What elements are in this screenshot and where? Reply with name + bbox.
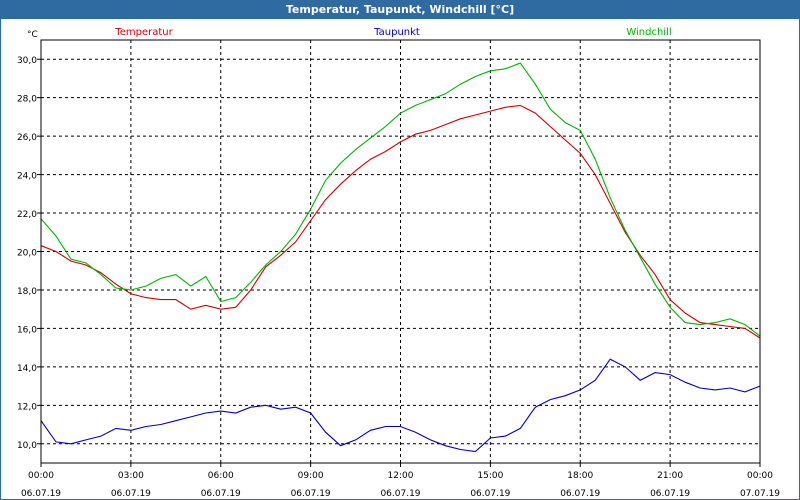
y-tick-label: 22,0 <box>17 210 37 220</box>
y-tick-label: 20,0 <box>17 249 37 259</box>
y-tick-label: 24,0 <box>17 172 37 182</box>
x-tick-time: 12:00 <box>388 471 414 481</box>
y-tick-label: 26,0 <box>17 133 37 143</box>
y-tick-label: 30,0 <box>17 56 37 66</box>
y-tick-label: 16,0 <box>17 325 37 335</box>
series-line-temperatur <box>40 104 761 339</box>
x-tick-time: 00:00 <box>28 471 54 481</box>
x-tick-date: 06.07.19 <box>291 489 331 499</box>
axis-layer: 30,0 28,0 26,0 24,0 22,0 20,0 18,0 16,0 14,0 12,0… <box>17 30 780 499</box>
y-tick-label: 14,0 <box>17 364 37 374</box>
x-tick-date: 06.07.19 <box>560 489 600 499</box>
y-tick-label: 12,0 <box>17 402 37 412</box>
legend-temperatur: Temperatur <box>114 27 173 38</box>
legend-layer: Temperatur Taupunkt Windchill <box>114 27 671 38</box>
series-line-taupunkt <box>40 358 761 453</box>
x-tick-date: 06.07.19 <box>111 489 151 499</box>
x-tick-time: 15:00 <box>477 471 503 481</box>
y-tick-label: 28,0 <box>17 95 37 105</box>
chart-svg: Temperatur Taupunkt Windchill 30,0 28,0 26,0… <box>17 27 780 499</box>
series-line-windchill <box>40 62 761 337</box>
chart-title: Temperatur, Taupunkt, Windchill [°C] <box>1 1 799 19</box>
x-tick-date: 06.07.19 <box>470 489 510 499</box>
plot-frame <box>40 39 761 464</box>
x-tick-time: 21:00 <box>657 471 683 481</box>
y-axis-unit-label: °C <box>27 30 38 40</box>
x-tick-date: 06.07.19 <box>21 489 61 499</box>
y-tick-label: 18,0 <box>17 287 37 297</box>
grid-layer <box>41 40 760 463</box>
legend-taupunkt: Taupunkt <box>373 27 420 38</box>
x-tick-date: 06.07.19 <box>650 489 690 499</box>
x-tick-time: 06:00 <box>208 471 234 481</box>
x-tick-time: 09:00 <box>298 471 324 481</box>
x-tick-date: 06.07.19 <box>380 489 420 499</box>
x-tick-date: 06.07.19 <box>201 489 241 499</box>
legend-windchill: Windchill <box>626 27 671 38</box>
x-tick-time: 18:00 <box>567 471 593 481</box>
x-tick-time: 03:00 <box>118 471 144 481</box>
series-layer <box>40 62 761 453</box>
x-tick-date: 07.07.19 <box>740 489 780 499</box>
x-tick-time: 00:00 <box>747 471 773 481</box>
y-tick-label: 10,0 <box>17 441 37 451</box>
